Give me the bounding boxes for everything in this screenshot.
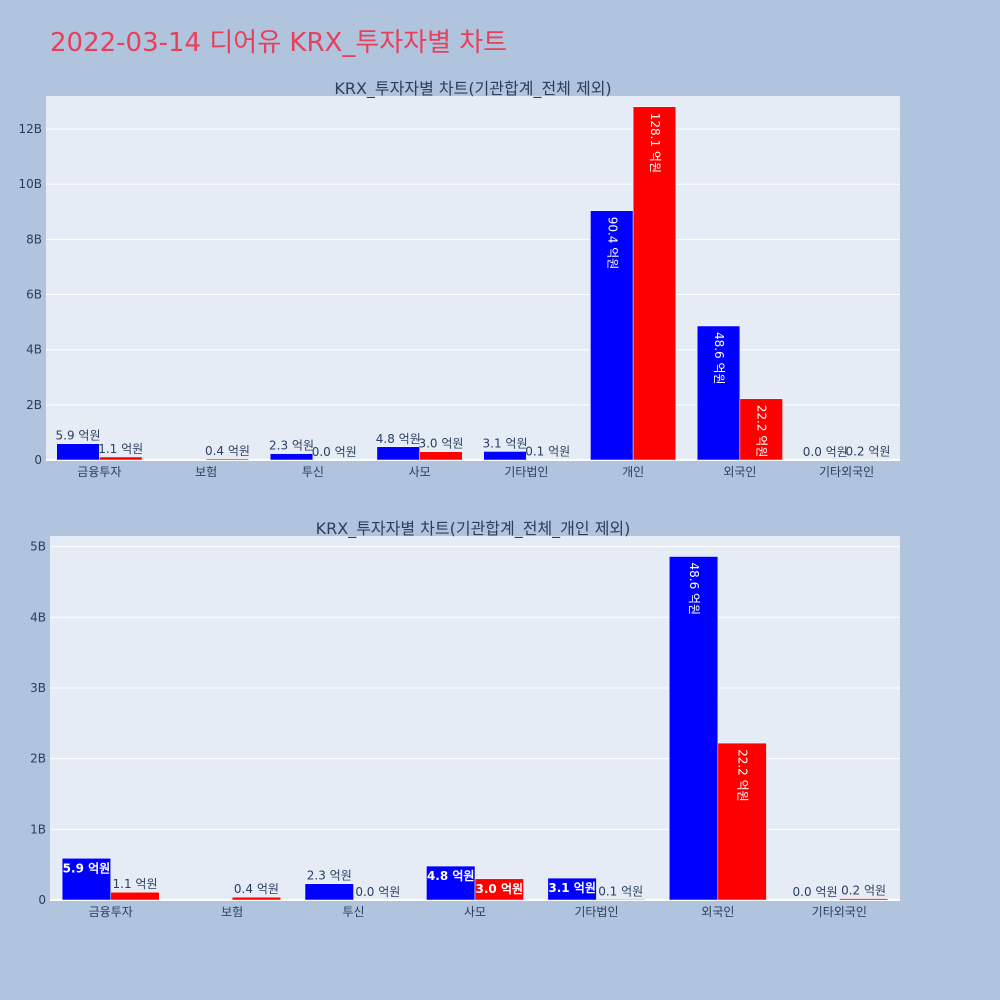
y-tick-label: 1B bbox=[30, 822, 46, 836]
y-tick-label: 2B bbox=[26, 398, 42, 412]
x-tick-label: 개인 bbox=[622, 465, 644, 479]
data-label: 3.0 억원 bbox=[476, 882, 524, 896]
data-label: 5.9 억원 bbox=[63, 861, 111, 875]
x-tick-label: 외국인 bbox=[701, 905, 734, 919]
bar bbox=[426, 865, 476, 901]
data-label: 0.1 억원 bbox=[525, 445, 570, 459]
y-tick-label: 0 bbox=[34, 453, 42, 467]
x-tick-label: 투신 bbox=[343, 905, 365, 919]
x-tick-label: 기타법인 bbox=[574, 905, 618, 919]
data-label: 2.3 억원 bbox=[307, 869, 352, 883]
data-label: 48.6 억원 bbox=[687, 562, 701, 615]
x-tick-label: 보험 bbox=[221, 905, 243, 919]
bar bbox=[56, 443, 100, 461]
bar bbox=[717, 742, 767, 901]
bar bbox=[590, 210, 634, 461]
data-label: 1.1 억원 bbox=[98, 442, 143, 456]
bar bbox=[547, 877, 597, 901]
bar bbox=[61, 858, 111, 901]
y-tick-label: 2B bbox=[30, 752, 46, 766]
data-label: 0.4 억원 bbox=[234, 882, 279, 896]
y-tick-label: 5B bbox=[30, 540, 46, 554]
data-label: 0.4 억원 bbox=[205, 444, 250, 458]
x-tick-label: 기타법인 bbox=[504, 465, 548, 479]
data-label: 0.0 억원 bbox=[355, 885, 400, 899]
data-label: 0.0 억원 bbox=[803, 445, 848, 459]
data-label: 2.3 억원 bbox=[269, 439, 314, 453]
x-tick-label: 기타외국인 bbox=[819, 465, 874, 479]
data-label: 3.0 억원 bbox=[418, 437, 463, 451]
y-tick-label: 4B bbox=[26, 343, 42, 357]
x-tick-label: 사모 bbox=[464, 905, 486, 919]
data-label: 22.2 억원 bbox=[736, 749, 750, 802]
data-label: 22.2 억원 bbox=[755, 405, 769, 458]
bar bbox=[483, 451, 527, 461]
y-tick-label: 4B bbox=[30, 610, 46, 624]
x-tick-label: 외국인 bbox=[723, 465, 756, 479]
data-label: 0.2 억원 bbox=[841, 884, 886, 898]
bar bbox=[269, 453, 314, 461]
data-label: 5.9 억원 bbox=[56, 429, 101, 443]
plot-area bbox=[50, 536, 900, 900]
bar bbox=[632, 106, 677, 461]
data-label: 3.1 억원 bbox=[548, 881, 596, 895]
data-label: 0.0 억원 bbox=[793, 885, 838, 899]
bar bbox=[99, 456, 143, 461]
bar bbox=[304, 883, 354, 901]
chart-title: KRX_투자자별 차트(기관합계_전체 제외) bbox=[334, 79, 611, 99]
data-label: 1.1 억원 bbox=[113, 877, 158, 891]
data-label: 48.6 억원 bbox=[712, 332, 726, 385]
y-tick-label: 0 bbox=[38, 893, 46, 907]
y-tick-label: 8B bbox=[26, 232, 42, 246]
data-label: 0.0 억원 bbox=[312, 445, 357, 459]
y-tick-label: 6B bbox=[26, 288, 42, 302]
data-label: 0.1 억원 bbox=[598, 884, 643, 898]
data-label: 0.2 억원 bbox=[845, 444, 890, 458]
data-label: 128.1 억원 bbox=[648, 113, 662, 173]
x-tick-label: 금융투자 bbox=[77, 465, 121, 479]
bar bbox=[846, 459, 890, 461]
x-tick-label: 보험 bbox=[195, 465, 217, 479]
bar bbox=[669, 556, 719, 901]
bar bbox=[739, 398, 783, 461]
y-tick-label: 10B bbox=[18, 177, 42, 191]
y-tick-label: 12B bbox=[18, 122, 42, 136]
bar bbox=[110, 891, 160, 901]
y-tick-label: 3B bbox=[30, 681, 46, 695]
data-label: 3.1 억원 bbox=[483, 436, 528, 450]
bar bbox=[839, 898, 889, 901]
bar bbox=[231, 896, 281, 901]
x-tick-label: 투신 bbox=[302, 465, 324, 479]
page-title: 2022-03-14 디어유 KRX_투자자별 차트 bbox=[50, 28, 508, 58]
data-label: 4.8 억원 bbox=[376, 432, 421, 446]
bar bbox=[419, 451, 463, 461]
x-tick-label: 기타외국인 bbox=[812, 905, 867, 919]
x-tick-label: 사모 bbox=[409, 465, 431, 479]
bar bbox=[696, 325, 741, 461]
x-tick-label: 금융투자 bbox=[89, 905, 133, 919]
chart-excluding-institution-total: 0 2B 4B 6B 8B 10B 12B KRX_투자자별 차트(기관합계_전체 제외) 금융… bbox=[18, 79, 900, 479]
bar bbox=[205, 458, 250, 461]
data-label: 4.8 억원 bbox=[427, 869, 475, 883]
bar bbox=[596, 899, 646, 901]
data-label: 90.4 억원 bbox=[605, 217, 619, 270]
chart-title: KRX_투자자별 차트(기관합계_전체_개인 제외) bbox=[316, 519, 631, 539]
bar bbox=[474, 878, 524, 901]
